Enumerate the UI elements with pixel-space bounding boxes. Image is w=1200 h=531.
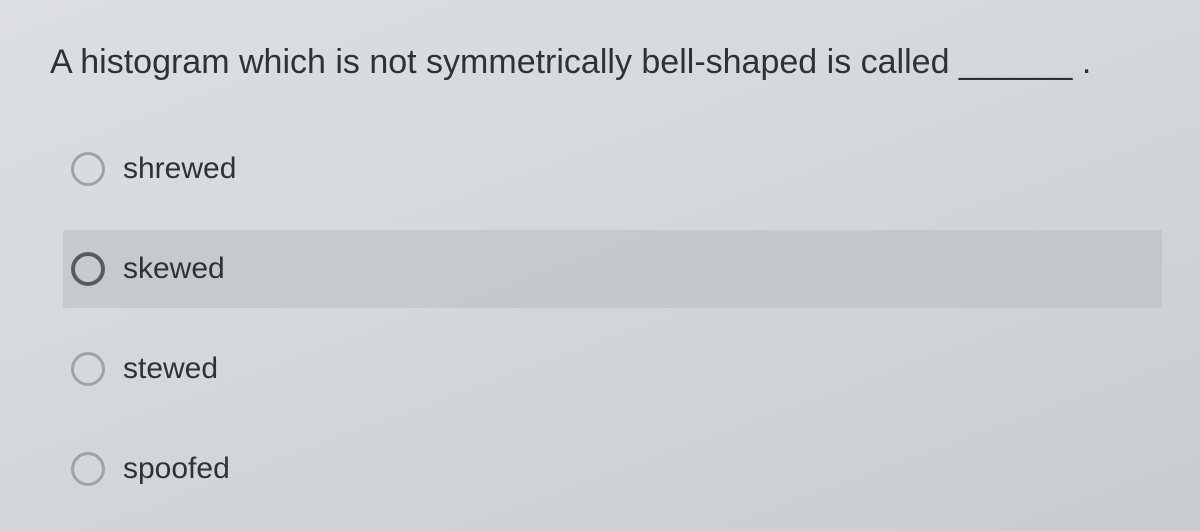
options-list: shrewed skewed stewed spoofed: [63, 130, 1162, 530]
option-skewed[interactable]: skewed: [63, 230, 1162, 308]
option-label: spoofed: [123, 454, 230, 484]
option-stewed[interactable]: stewed: [63, 330, 1162, 408]
option-label: stewed: [123, 354, 218, 384]
option-label: shrewed: [123, 154, 236, 184]
quiz-container: A histogram which is not symmetrically b…: [0, 0, 1200, 531]
option-shrewed[interactable]: shrewed: [63, 130, 1162, 208]
radio-icon[interactable]: [71, 252, 105, 286]
radio-icon[interactable]: [71, 352, 105, 386]
option-label: skewed: [123, 254, 225, 284]
radio-icon[interactable]: [71, 452, 105, 486]
question-text: A histogram which is not symmetrically b…: [50, 40, 1162, 86]
radio-icon[interactable]: [71, 152, 105, 186]
option-spoofed[interactable]: spoofed: [63, 430, 1162, 508]
